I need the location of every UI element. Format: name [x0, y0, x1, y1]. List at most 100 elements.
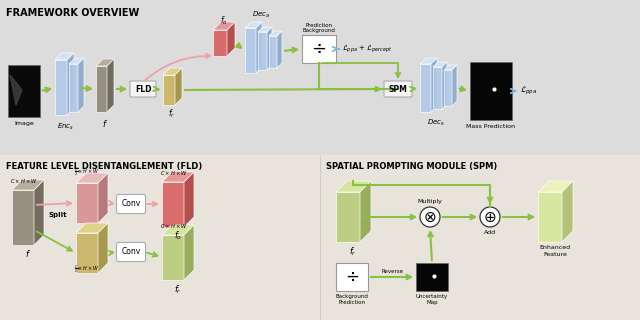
- Text: $\oplus$: $\oplus$: [483, 210, 497, 225]
- Text: Enhanced: Enhanced: [540, 245, 571, 250]
- Text: $f_r$: $f_r$: [349, 245, 357, 258]
- Polygon shape: [213, 30, 227, 56]
- Polygon shape: [98, 223, 108, 273]
- Polygon shape: [8, 65, 40, 117]
- Polygon shape: [55, 53, 74, 60]
- Polygon shape: [162, 235, 184, 280]
- Polygon shape: [538, 192, 562, 242]
- Polygon shape: [69, 64, 78, 112]
- Polygon shape: [162, 172, 194, 182]
- Text: $Enc_s$: $Enc_s$: [58, 122, 75, 132]
- Polygon shape: [163, 68, 182, 75]
- Text: Prediction: Prediction: [305, 23, 333, 28]
- Polygon shape: [175, 68, 182, 105]
- Polygon shape: [76, 173, 108, 183]
- Text: $\mathcal{L}_{ppa}$: $\mathcal{L}_{ppa}$: [520, 85, 537, 97]
- Polygon shape: [433, 67, 442, 109]
- Text: SPATIAL PROMPTING MODULE (SPM): SPATIAL PROMPTING MODULE (SPM): [326, 162, 497, 171]
- Text: Background: Background: [335, 294, 369, 299]
- Polygon shape: [562, 181, 573, 242]
- Polygon shape: [277, 31, 282, 68]
- Polygon shape: [0, 0, 640, 155]
- Polygon shape: [10, 75, 22, 105]
- Text: Uncertainty: Uncertainty: [416, 294, 448, 299]
- Polygon shape: [420, 64, 431, 112]
- Polygon shape: [245, 28, 256, 73]
- Text: Add: Add: [484, 230, 496, 235]
- Polygon shape: [302, 35, 336, 63]
- Text: Reverse: Reverse: [381, 269, 403, 274]
- Text: SPM: SPM: [388, 84, 408, 93]
- Polygon shape: [420, 58, 437, 64]
- Text: $f$: $f$: [102, 118, 108, 129]
- Text: $\mathcal{L}_{ppa}$ + $\mathcal{L}_{percept}$: $\mathcal{L}_{ppa}$ + $\mathcal{L}_{perc…: [342, 43, 392, 55]
- Text: $C \times H \times W$: $C \times H \times W$: [160, 169, 188, 177]
- Text: $\frac{C}{2} \times H \times W$: $\frac{C}{2} \times H \times W$: [74, 263, 100, 275]
- Text: $f_r$: $f_r$: [174, 283, 182, 295]
- Polygon shape: [78, 58, 84, 112]
- Polygon shape: [98, 173, 108, 223]
- Polygon shape: [12, 190, 34, 245]
- Text: Conv: Conv: [122, 199, 141, 209]
- Polygon shape: [34, 180, 44, 245]
- Polygon shape: [0, 155, 640, 320]
- Polygon shape: [213, 22, 235, 30]
- Polygon shape: [69, 58, 84, 64]
- Polygon shape: [12, 180, 44, 190]
- Text: $\otimes$: $\otimes$: [423, 210, 436, 225]
- Text: $f_o$: $f_o$: [220, 14, 228, 27]
- Polygon shape: [184, 225, 194, 280]
- Polygon shape: [162, 182, 184, 227]
- Text: $Dec_a$: $Dec_a$: [252, 10, 270, 20]
- Polygon shape: [336, 181, 371, 192]
- Text: Feature: Feature: [543, 252, 567, 257]
- Text: $\frac{C}{2} \times H \times W$: $\frac{C}{2} \times H \times W$: [74, 166, 100, 178]
- Polygon shape: [76, 223, 108, 233]
- Polygon shape: [452, 65, 457, 106]
- Polygon shape: [538, 181, 573, 192]
- FancyBboxPatch shape: [130, 81, 156, 97]
- Circle shape: [480, 207, 500, 227]
- Text: ÷: ÷: [345, 268, 359, 286]
- Text: Image: Image: [14, 121, 34, 126]
- Polygon shape: [320, 155, 321, 320]
- Polygon shape: [162, 225, 194, 235]
- FancyBboxPatch shape: [116, 195, 145, 213]
- FancyBboxPatch shape: [384, 81, 412, 97]
- Polygon shape: [258, 32, 267, 70]
- Polygon shape: [269, 36, 277, 68]
- Polygon shape: [76, 183, 98, 223]
- Text: $f_o$: $f_o$: [174, 230, 182, 243]
- Polygon shape: [360, 181, 371, 242]
- Polygon shape: [267, 27, 272, 70]
- Polygon shape: [245, 22, 262, 28]
- Polygon shape: [184, 172, 194, 227]
- Text: Split: Split: [49, 212, 67, 218]
- Polygon shape: [256, 22, 262, 73]
- Polygon shape: [55, 60, 67, 115]
- Polygon shape: [431, 58, 437, 112]
- Polygon shape: [258, 27, 272, 32]
- Text: $C \times H \times W$: $C \times H \times W$: [160, 222, 188, 230]
- Text: Background: Background: [303, 28, 335, 33]
- Polygon shape: [67, 53, 74, 115]
- Circle shape: [420, 207, 440, 227]
- Text: FLD: FLD: [135, 84, 151, 93]
- Text: FEATURE LEVEL DISENTANGLEMENT (FLD): FEATURE LEVEL DISENTANGLEMENT (FLD): [6, 162, 202, 171]
- Text: Prediction: Prediction: [339, 300, 365, 305]
- Text: FRAMEWORK OVERVIEW: FRAMEWORK OVERVIEW: [6, 8, 140, 18]
- Text: Mass Prediction: Mass Prediction: [467, 124, 515, 129]
- Polygon shape: [107, 59, 114, 112]
- Text: Map: Map: [426, 300, 438, 305]
- Polygon shape: [96, 66, 107, 112]
- Polygon shape: [444, 65, 457, 70]
- FancyBboxPatch shape: [116, 243, 145, 261]
- Polygon shape: [433, 62, 447, 67]
- Polygon shape: [336, 263, 368, 291]
- Text: ÷: ÷: [312, 40, 326, 58]
- Polygon shape: [444, 70, 452, 106]
- Polygon shape: [269, 31, 282, 36]
- Text: $f_r$: $f_r$: [168, 108, 175, 121]
- Polygon shape: [163, 75, 175, 105]
- Polygon shape: [470, 62, 512, 120]
